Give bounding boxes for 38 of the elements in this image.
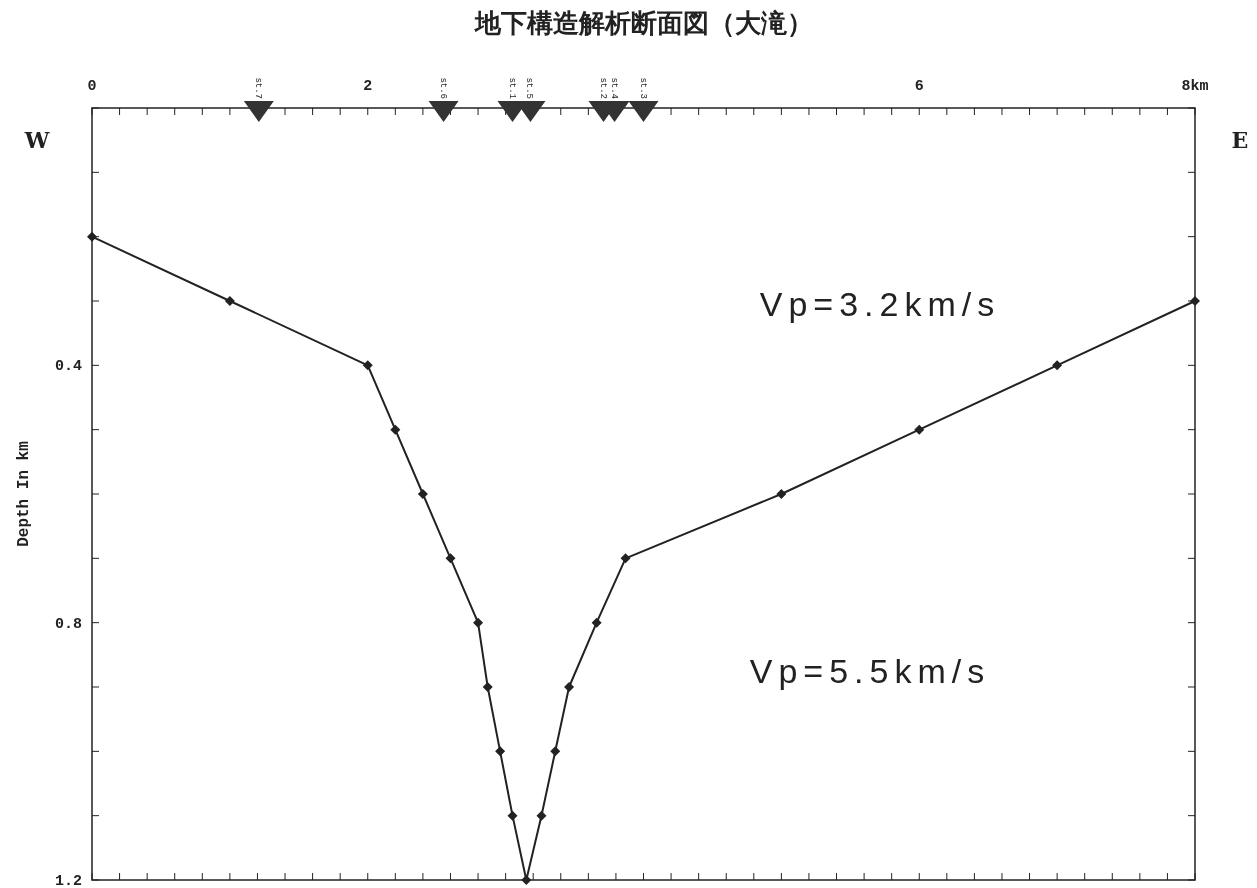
xtick: 6 — [914, 78, 924, 95]
point — [473, 617, 484, 628]
annotation: st.5 — [524, 77, 535, 99]
point — [362, 360, 373, 371]
annotation: Vp=3.2km/s — [759, 285, 1001, 323]
annotation: st.7 — [252, 77, 263, 99]
point — [1052, 360, 1063, 371]
annotation: st.2 — [597, 77, 608, 99]
ytick: 0.8 — [55, 615, 82, 633]
annotation: st.6 — [437, 77, 448, 99]
point — [620, 553, 631, 564]
point — [495, 746, 506, 757]
xtick: 2 — [363, 78, 373, 95]
point — [914, 424, 925, 435]
point — [390, 424, 401, 435]
point — [507, 810, 518, 821]
annotation: st.1 — [506, 77, 517, 99]
point — [482, 682, 493, 692]
annotation: W — [24, 127, 50, 153]
point — [224, 296, 235, 306]
ytick: 1.2 — [55, 873, 82, 888]
point — [536, 810, 547, 821]
xtick: 0 — [87, 78, 97, 95]
annotation: st.3 — [637, 77, 648, 99]
point — [521, 875, 532, 885]
xtick: 8km — [1181, 78, 1209, 95]
point — [445, 553, 456, 564]
ytick: 0.4 — [55, 358, 82, 376]
annotation: st.4 — [608, 77, 619, 99]
point — [550, 746, 561, 757]
point — [591, 617, 602, 628]
point — [417, 489, 428, 499]
ylabel: Depth In km — [15, 441, 33, 547]
title: 地下構造解析断面図（大滝） — [474, 8, 813, 38]
annotation: Vp=5.5km/s — [749, 652, 991, 690]
point — [564, 682, 575, 692]
annotation: E — [1231, 127, 1249, 153]
point — [776, 489, 787, 499]
